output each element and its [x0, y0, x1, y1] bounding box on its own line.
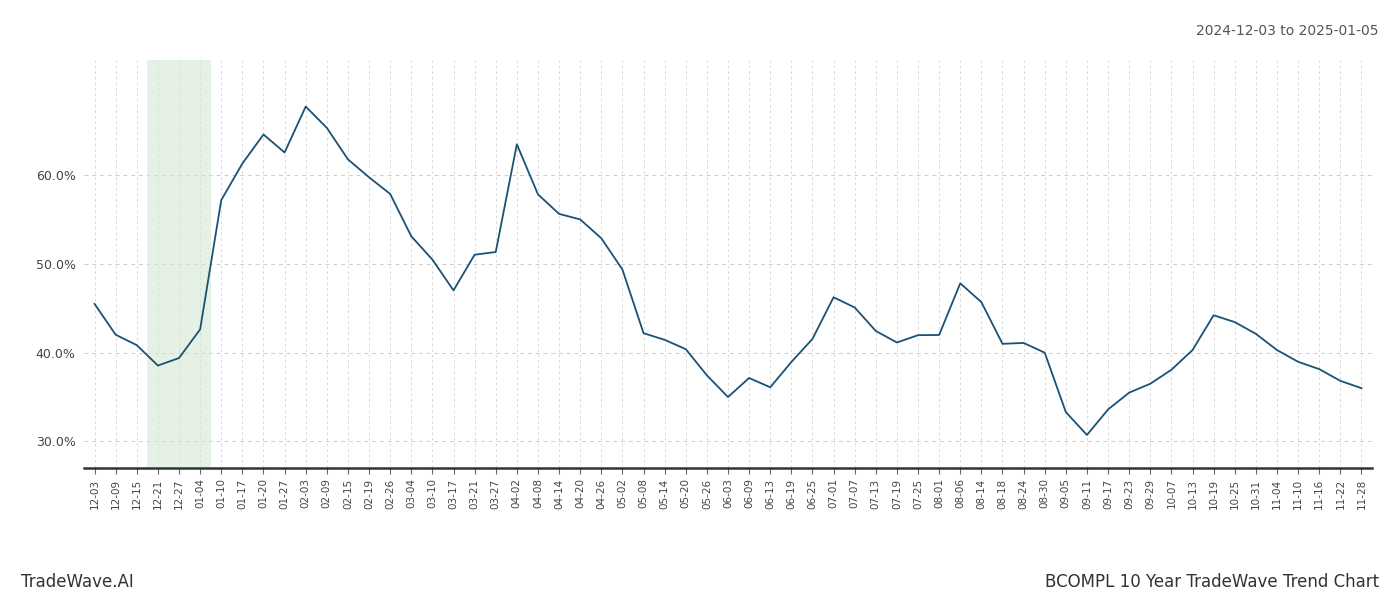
- Text: 2024-12-03 to 2025-01-05: 2024-12-03 to 2025-01-05: [1197, 24, 1379, 38]
- Bar: [147, 60, 210, 468]
- Text: TradeWave.AI: TradeWave.AI: [21, 573, 134, 591]
- Text: BCOMPL 10 Year TradeWave Trend Chart: BCOMPL 10 Year TradeWave Trend Chart: [1044, 573, 1379, 591]
